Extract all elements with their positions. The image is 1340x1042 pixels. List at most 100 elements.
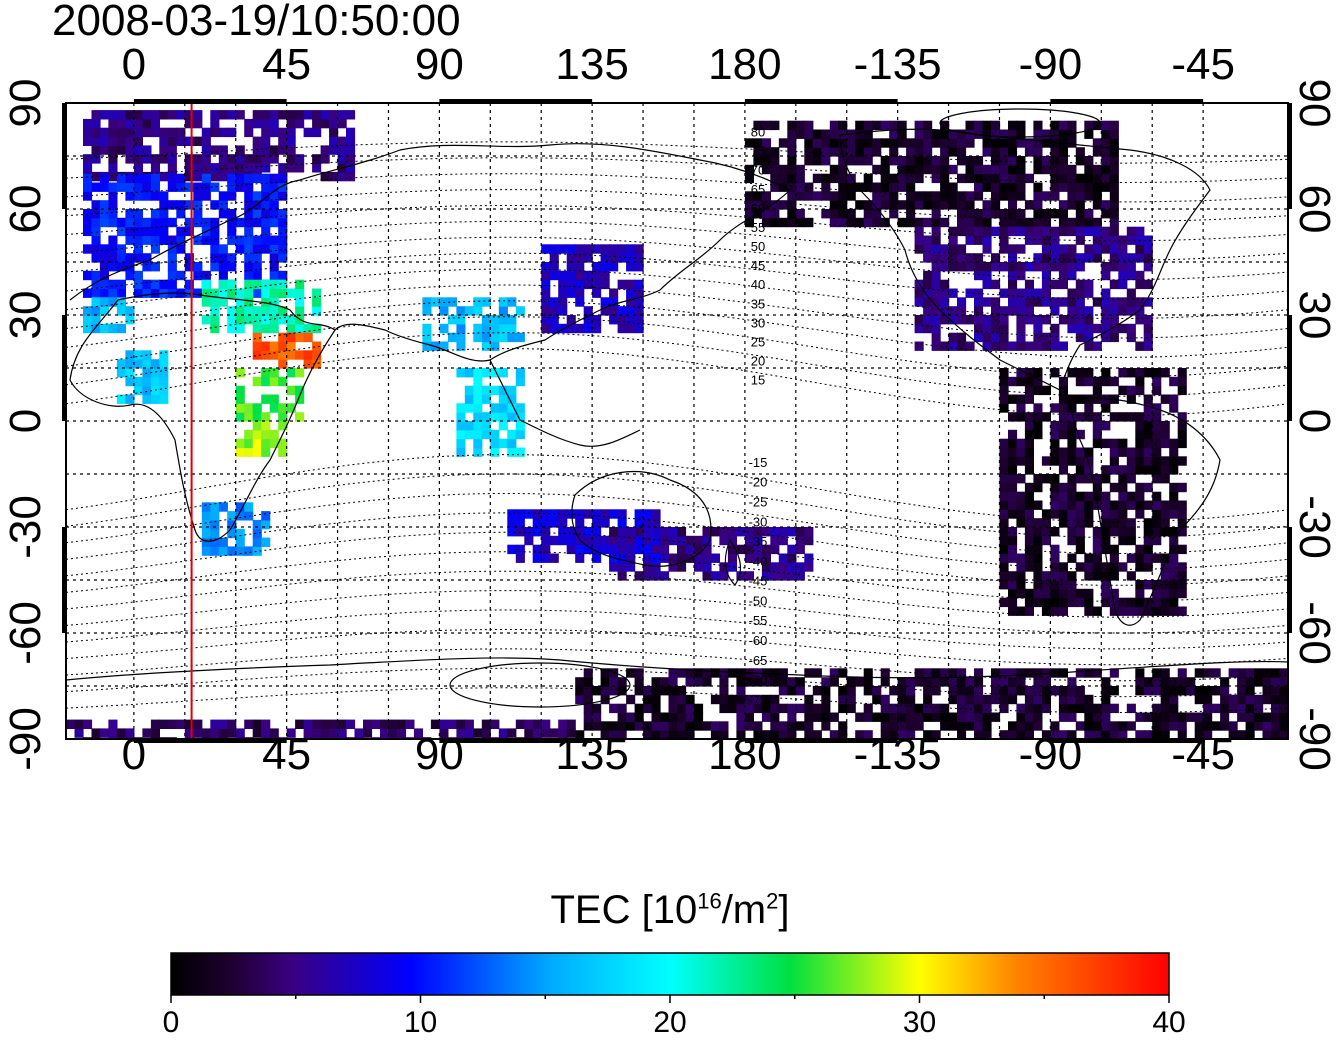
tec-cell: [456, 412, 466, 422]
tec-cell: [278, 209, 288, 219]
tec-cell: [337, 154, 347, 164]
tec-cell: [1041, 518, 1051, 528]
magnetic-latitude-contour: [66, 220, 1288, 261]
contour-label: 55: [751, 220, 765, 235]
tec-cell: [1143, 712, 1153, 722]
tec-cell: [855, 129, 865, 139]
tec-cell: [1084, 341, 1094, 351]
tec-cell: [999, 668, 1009, 678]
tec-cell: [261, 127, 271, 138]
tec-cell: [923, 138, 933, 148]
tec-cell: [651, 518, 661, 528]
tec-cell: [210, 546, 220, 556]
tec-cell: [778, 686, 788, 696]
tec-cell: [278, 306, 288, 316]
tec-cell: [269, 118, 279, 129]
tec-cell: [1101, 235, 1111, 245]
tec-cell: [1033, 544, 1043, 555]
tec-cell: [1101, 474, 1111, 484]
tec-cell: [159, 110, 169, 120]
tec-cell: [133, 182, 143, 192]
tec-cell: [261, 728, 271, 738]
tec-cell: [1143, 421, 1153, 431]
tec-cell: [744, 164, 754, 175]
tec-cell: [1152, 412, 1162, 422]
tec-cell: [923, 677, 933, 687]
tec-cell: [1075, 147, 1085, 157]
tec-cell: [948, 138, 958, 148]
tec-cell: [278, 279, 288, 290]
tec-cell: [1109, 703, 1119, 714]
tec-cell: [218, 110, 228, 120]
tec-cell: [252, 537, 262, 547]
tec-cell: [1262, 694, 1272, 705]
tec-cell: [710, 571, 720, 581]
tec-cell: [829, 120, 839, 131]
tec-cell: [583, 323, 593, 334]
tec-cell: [269, 376, 279, 387]
tec-cell: [507, 394, 517, 404]
tec-cell: [473, 412, 483, 422]
tec-cell: [329, 171, 339, 182]
tec-cell: [643, 544, 653, 555]
tec-cell: [1041, 703, 1051, 714]
tec-cell: [252, 209, 262, 219]
contour-label: -75: [749, 692, 768, 707]
colorbar-tick-label: 20: [653, 1006, 687, 1039]
tec-cell: [770, 217, 780, 228]
tec-cell: [1126, 527, 1136, 537]
tec-cell: [1008, 597, 1018, 608]
tec-cell: [1050, 129, 1060, 139]
tec-cell: [923, 200, 933, 210]
tec-cell: [269, 350, 279, 360]
tec-cell: [965, 686, 975, 696]
tec-cell: [1058, 156, 1068, 166]
tec-cell: [252, 173, 262, 184]
tec-cell: [1271, 677, 1281, 687]
magnetic-latitude-contour: [66, 348, 1288, 417]
tec-cell: [108, 163, 118, 173]
tec-cell: [1135, 297, 1145, 307]
tec-cell: [176, 182, 186, 192]
tec-cell: [1067, 226, 1077, 237]
tec-cell: [397, 719, 407, 729]
tec-cell: [439, 306, 449, 316]
tec-cell: [643, 527, 653, 537]
tec-cell: [1033, 262, 1043, 272]
tec-cell: [116, 359, 126, 369]
tec-cell: [1050, 306, 1060, 316]
tec-cell: [838, 668, 848, 678]
tec-cell: [1109, 262, 1119, 272]
tec-cell: [838, 703, 848, 714]
tec-cell: [235, 447, 245, 457]
tec-cell: [897, 703, 907, 714]
tec-cell: [1169, 677, 1179, 687]
tec-cell: [176, 226, 186, 237]
tec-cell: [184, 200, 194, 210]
tec-cell: [1075, 447, 1085, 457]
tec-cell: [668, 703, 678, 714]
tec-cell: [99, 728, 109, 738]
tec-cell: [974, 270, 984, 281]
tec-cell: [507, 429, 517, 440]
tec-cell: [1237, 686, 1247, 696]
tec-cell: [295, 288, 305, 298]
tec-cell: [235, 546, 245, 556]
bottom-tick-label: 180: [708, 730, 782, 779]
tec-cell: [1101, 580, 1111, 590]
tec-cell: [133, 136, 143, 146]
tec-cell: [1160, 553, 1170, 563]
tec-cell: [863, 182, 873, 192]
tec-cell: [1050, 262, 1060, 272]
tec-cell: [1058, 200, 1068, 210]
tec-cell: [744, 553, 754, 563]
tec-cell: [1203, 721, 1213, 731]
tec-cell: [193, 136, 203, 146]
tec-cell: [1041, 588, 1051, 599]
tec-cell: [617, 518, 627, 528]
tec-cell: [1008, 270, 1018, 281]
tec-cell: [473, 429, 483, 440]
tec-cell: [778, 730, 788, 739]
tec-cell: [1024, 535, 1034, 546]
tec-cell: [643, 571, 653, 581]
